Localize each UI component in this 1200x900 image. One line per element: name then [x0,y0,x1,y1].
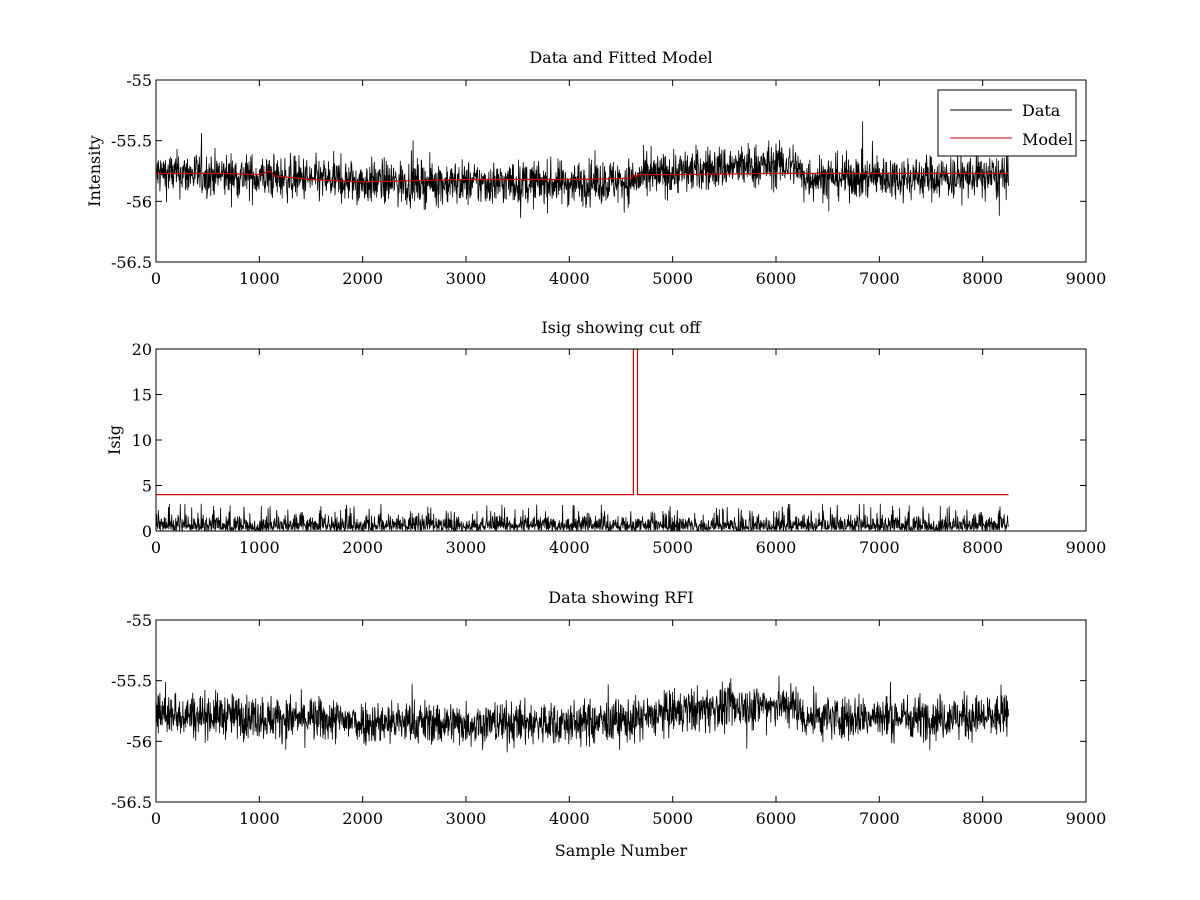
axes-box [155,79,1087,263]
x-tick-label: 1000 [239,809,280,828]
series-1 [156,349,1009,496]
panel-1-plot: 0 1000 2000 3000 4000 5000 6000 7000 8000 9000 -55… [111,71,1106,288]
data-series [156,121,1009,219]
x-tick-label: 1000 [239,269,280,288]
series-0 [156,675,1009,753]
series-group [156,121,1009,219]
series-0 [156,503,1009,531]
y-tick-label: -55.5 [111,132,152,151]
panel-1-legend: Data Model [937,89,1077,157]
x-tick-label: 6000 [756,538,797,557]
x-tick-label: 9000 [1066,269,1107,288]
legend-box [937,89,1077,157]
panel-3-plot: 0 1000 2000 3000 4000 5000 6000 7000 8000 9000 -55… [111,611,1106,828]
y-tick-label: 5 [142,477,152,496]
series-group [156,349,1009,531]
panel-1: Data and Fitted Model Intensity 0 1000 200… [85,48,1106,288]
axes-box [155,619,1087,803]
x-tick-label: 7000 [859,269,900,288]
x-tick-label: 9000 [1066,809,1107,828]
series-group [156,675,1009,753]
panel-3-xlabel: Sample Number [555,841,688,860]
panel-3-title: Data showing RFI [548,588,693,607]
x-tick-label: 7000 [859,538,900,557]
x-tick-label: 3000 [446,538,487,557]
panel-2-ylabel: Isig [105,425,124,455]
x-tick-label: 0 [151,269,161,288]
model-series [156,170,1009,183]
y-tick-label: 10 [132,431,152,450]
y-tick-label: -55 [126,71,152,90]
x-tick-label: 8000 [962,809,1003,828]
y-tick-label: -55 [126,611,152,630]
x-tick-label: 3000 [446,809,487,828]
x-tick-label: 4000 [549,538,590,557]
x-tick-label: 4000 [549,269,590,288]
x-tick-label: 6000 [756,809,797,828]
y-tick-label: -56 [126,732,152,751]
panel-1-title: Data and Fitted Model [529,48,712,67]
y-tick-label: -56.5 [111,253,152,272]
panel-1-ylabel: Intensity [85,135,104,207]
x-tick-label: 8000 [962,269,1003,288]
x-tick-label: 7000 [859,809,900,828]
legend-data-label: Data [1022,101,1061,120]
y-tick-label: -56 [126,192,152,211]
x-tick-label: 3000 [446,269,487,288]
x-tick-label: 0 [151,809,161,828]
x-tick-label: 2000 [342,269,383,288]
panel-2-title: Isig showing cut off [541,318,702,337]
x-tick-label: 0 [151,538,161,557]
y-tick-label: -55.5 [111,672,152,691]
panel-3: Data showing RFI 0 1000 2000 3000 4000 5000 60… [111,588,1106,860]
x-tick-label: 2000 [342,538,383,557]
legend-model-label: Model [1022,130,1073,149]
panel-2: Isig showing cut off Isig 0 1000 2000 3000 4… [105,318,1106,557]
x-tick-label: 6000 [756,269,797,288]
x-tick-label: 9000 [1066,538,1107,557]
x-tick-label: 1000 [239,538,280,557]
x-tick-label: 4000 [549,809,590,828]
x-tick-label: 2000 [342,809,383,828]
y-tick-label: -56.5 [111,793,152,812]
y-tick-label: 20 [132,340,152,359]
x-tick-label: 5000 [652,538,693,557]
y-tick-label: 0 [142,522,152,541]
y-tick-label: 15 [132,386,152,405]
x-tick-label: 8000 [962,538,1003,557]
x-tick-label: 5000 [652,269,693,288]
x-tick-label: 5000 [652,809,693,828]
panel-2-plot: 0 1000 2000 3000 4000 5000 6000 7000 8000 9000 0 5 1… [132,340,1107,557]
